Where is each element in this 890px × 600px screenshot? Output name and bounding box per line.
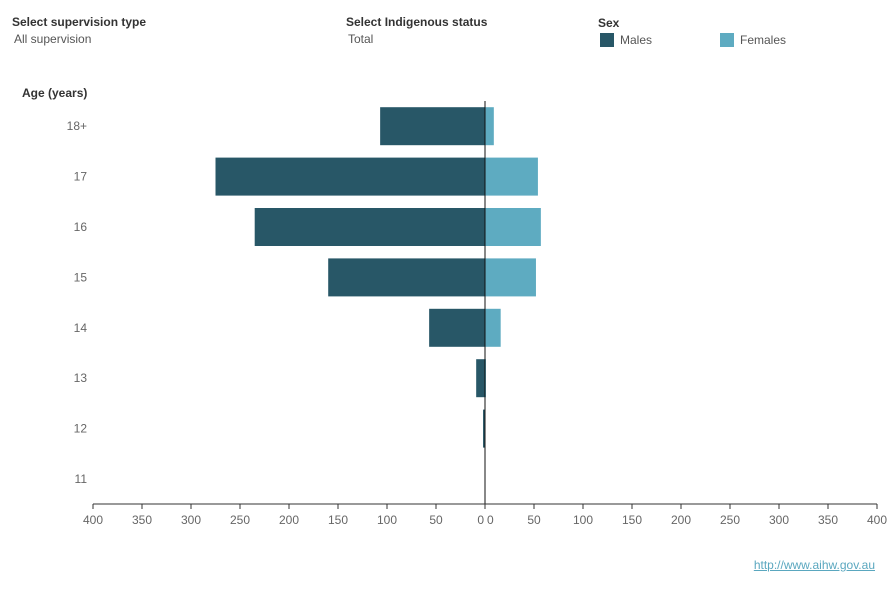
x-tick-label-left: 50 — [429, 513, 443, 527]
bar-males-13[interactable] — [476, 359, 485, 398]
source-link[interactable]: http://www.aihw.gov.au — [753, 558, 875, 572]
x-tick-label-left: 400 — [83, 513, 103, 527]
bar-females-18plus[interactable] — [485, 107, 494, 146]
bars-group — [215, 101, 541, 504]
bar-males-16[interactable] — [254, 208, 485, 246]
indigenous-filter-value[interactable]: Total — [348, 32, 374, 46]
x-tick-label-left: 250 — [230, 513, 250, 527]
bar-females-16[interactable] — [485, 208, 541, 246]
bar-males-17[interactable] — [215, 157, 486, 196]
supervision-filter-label: Select supervision type — [12, 15, 147, 29]
category-label: 18+ — [67, 119, 87, 133]
category-label: 14 — [74, 321, 88, 335]
category-label: 11 — [75, 472, 88, 486]
category-label: 12 — [74, 422, 88, 436]
x-tick-label-right: 100 — [573, 513, 593, 527]
category-labels: 18+ 17 16 15 14 13 12 11 — [67, 119, 88, 486]
legend-title: Sex — [598, 16, 620, 30]
legend-swatch-females — [720, 33, 734, 47]
bar-females-15[interactable] — [485, 258, 536, 297]
bar-females-17[interactable] — [485, 157, 538, 196]
y-axis-title: Age (years) — [22, 86, 87, 100]
x-tick-label-right: 250 — [720, 513, 740, 527]
legend-label-males: Males — [620, 33, 653, 47]
bar-females-14[interactable] — [485, 308, 501, 347]
x-tick-label-right: 200 — [671, 513, 691, 527]
x-tick-label-left: 200 — [279, 513, 299, 527]
legend-item-males[interactable]: Males — [600, 33, 652, 47]
x-tick-label-left: 300 — [181, 513, 201, 527]
bar-males-12[interactable] — [483, 409, 485, 448]
x-tick-label-right: 400 — [867, 513, 887, 527]
bar-males-15[interactable] — [328, 258, 485, 297]
x-axis: 0 0 50 50 100 100 150 150 200 200 250 250 300 300 350 3… — [83, 503, 887, 527]
legend-item-females[interactable]: Females — [720, 33, 786, 47]
supervision-filter-value[interactable]: All supervision — [14, 32, 92, 46]
x-tick-label-right: 300 — [769, 513, 789, 527]
legend-label-females: Females — [740, 33, 787, 47]
x-tick-label-right: 150 — [622, 513, 642, 527]
bar-males-18plus[interactable] — [380, 107, 485, 146]
category-label: 16 — [74, 220, 88, 234]
bar-males-14[interactable] — [429, 308, 485, 347]
legend-swatch-males — [600, 33, 614, 47]
x-tick-label-left: 150 — [328, 513, 348, 527]
category-label: 17 — [74, 170, 88, 184]
x-tick-label-right: 0 — [487, 513, 494, 527]
category-label: 15 — [74, 270, 88, 284]
category-label: 13 — [74, 371, 88, 385]
x-tick-label-left: 0 — [477, 513, 484, 527]
x-tick-label-left: 100 — [377, 513, 397, 527]
x-tick-label-right: 50 — [527, 513, 541, 527]
x-tick-label-right: 350 — [818, 513, 838, 527]
x-tick-label-left: 350 — [132, 513, 152, 527]
indigenous-filter-label: Select Indigenous status — [346, 15, 488, 29]
